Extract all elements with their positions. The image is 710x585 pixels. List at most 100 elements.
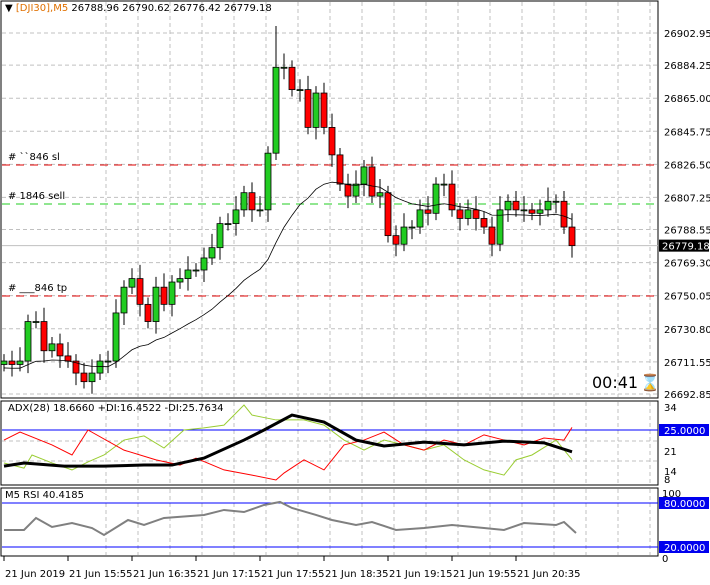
candle-bear (144, 303, 152, 322)
candle-bull (240, 192, 248, 211)
candle-bear (336, 154, 344, 185)
adx-axis-label: 25.0000 (664, 426, 705, 437)
candle-timer: 00:41 (592, 373, 639, 392)
candle-bull (200, 257, 208, 271)
candle-bear (64, 355, 72, 362)
adx-axis-label: 14 (664, 467, 677, 478)
rsi-axis-label: 100 (662, 489, 681, 500)
plus-di-line (3, 404, 573, 476)
candle-bull (224, 223, 232, 226)
candle-bull (112, 312, 120, 362)
price-axis-label: 26769.30 (664, 259, 710, 270)
price-axis-label: 26730.80 (664, 325, 710, 336)
time-axis-label: 21 Jun 19:55 (453, 569, 517, 580)
adx-axis-label: 21 (664, 447, 677, 458)
candle-bull (168, 281, 176, 305)
chart-header: ▼ [DJI30],M5 26788.96 26790.62 26776.42 … (5, 3, 272, 14)
candle-bull (0, 360, 8, 365)
price-axis-label: 26692.85 (664, 390, 710, 401)
adx-axis-label: 34 (664, 403, 677, 414)
price-axis-label: 26750.05 (664, 292, 710, 303)
candle-bull (232, 209, 240, 225)
order-level-label: # ___846 tp (8, 283, 67, 294)
candle-bull (208, 247, 216, 259)
candle-bull (152, 286, 160, 322)
candle-bull (352, 183, 360, 197)
candle-bear (560, 200, 568, 228)
candle-bull (176, 278, 184, 283)
candle-bear (456, 209, 464, 219)
candle-bear (488, 226, 496, 245)
candle-bear (480, 218, 488, 228)
candle-bear (160, 286, 168, 305)
adx-title: ADX(28) 18.6660 +DI:16.4522 -DI:25.7634 (8, 403, 224, 414)
rsi-pane-frame (0, 487, 659, 557)
candle-bull (440, 183, 448, 186)
candle-bear (136, 278, 144, 305)
price-axis-label: 26865.00 (664, 94, 710, 105)
candle-bull (400, 226, 408, 245)
candle-bear (8, 360, 16, 365)
candle-bull (312, 92, 320, 128)
candle-bull (504, 200, 512, 211)
candle-bull (416, 209, 424, 228)
candle-bear (72, 360, 80, 374)
candle-bear (56, 343, 64, 357)
candle-bull (360, 166, 368, 185)
candle-bull (184, 269, 192, 279)
candle-bull (16, 360, 24, 365)
price-axis-label: 26884.25 (664, 61, 710, 72)
candle-bull (464, 209, 472, 219)
level-tag (659, 497, 709, 509)
candle-bull (536, 209, 544, 214)
adx-pane-frame (0, 400, 659, 486)
price-axis-label: 26711.55 (664, 358, 710, 369)
moving-average-line (3, 181, 573, 369)
candle-bull (256, 209, 264, 212)
price-axis-label: 26788.55 (664, 226, 710, 237)
candle-bear (384, 192, 392, 237)
candle-bear (368, 166, 376, 197)
candle-bear (448, 183, 456, 211)
candle-bull (192, 269, 200, 272)
candle-bear (248, 192, 256, 211)
current-price-label: 26779.18 (662, 242, 710, 253)
candle-bear (288, 66, 296, 91)
candle-bear (472, 209, 480, 219)
candle-bull (104, 360, 112, 363)
candle-bear (392, 235, 400, 245)
rsi-line (4, 500, 577, 537)
order-level-label: # ``846 sl (8, 151, 60, 163)
adx-line (3, 413, 573, 468)
candle-bull (544, 200, 552, 211)
hourglass-icon: ⌛ (640, 373, 660, 392)
candle-bull (264, 152, 272, 211)
candle-bear (320, 92, 328, 128)
candle-bull (376, 192, 384, 197)
candle-bear (568, 226, 576, 247)
rsi-axis-label: 80.0000 (664, 499, 705, 510)
candle-bull (280, 66, 288, 69)
rsi-title: M5 RSI 40.4185 (5, 490, 84, 501)
minus-di-line (3, 427, 573, 481)
ohlc-values: 26788.96 26790.62 26776.42 26779.18 (71, 3, 272, 14)
time-axis-label: 21 Jun 15:55 (69, 569, 133, 580)
rsi-axis-label: 0 (662, 554, 668, 565)
candle-bear (512, 200, 520, 211)
adx-axis-label: 8 (664, 475, 670, 486)
candle-bear (344, 183, 352, 197)
candle-bull (496, 209, 504, 245)
candle-bull (552, 200, 560, 203)
candle-bull (96, 360, 104, 374)
candle-bull (520, 209, 528, 212)
time-axis-label: 21 Jun 16:35 (133, 569, 197, 580)
candle-bull (48, 343, 56, 352)
candle-bear (80, 372, 88, 383)
time-axis-label: 21 Jun 17:55 (261, 569, 325, 580)
candle-bull (216, 223, 224, 249)
candle-bear (424, 209, 432, 214)
collapse-triangle-icon[interactable]: ▼ (5, 3, 13, 14)
price-axis-label: 26807.25 (664, 193, 710, 204)
